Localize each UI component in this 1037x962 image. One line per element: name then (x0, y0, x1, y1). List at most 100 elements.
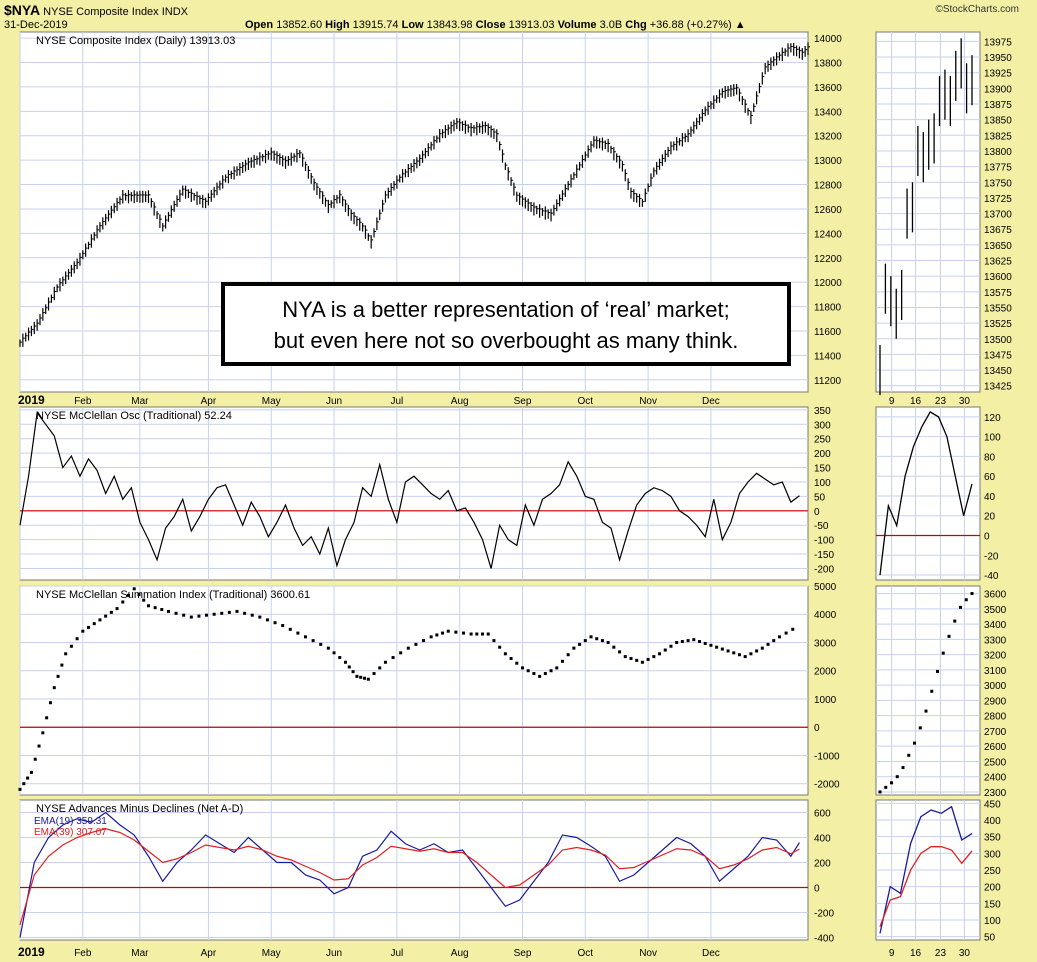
summation-point (304, 635, 308, 639)
panel-title: NYSE McClellan Summation Index (Traditio… (36, 589, 310, 601)
zoom-y-tick-label: 13950 (984, 53, 1012, 64)
summation-point (60, 663, 64, 667)
y-tick-label: 2000 (814, 667, 837, 678)
summation-point (486, 632, 490, 636)
summation-point (726, 649, 730, 653)
summation-point (509, 656, 513, 660)
summation-point (250, 613, 254, 617)
x-tick-label: Sep (514, 396, 532, 407)
summation-point (166, 609, 170, 613)
summation-point (227, 610, 231, 614)
summation-point (777, 635, 781, 639)
zoom-y-tick-label: 13450 (984, 366, 1012, 377)
zoom-panel-0 (875, 31, 981, 393)
summation-point (399, 651, 403, 655)
y-tick-label: 0 (814, 723, 820, 734)
summation-point (703, 641, 707, 645)
summation-point (26, 776, 30, 780)
panel-title: NYSE McClellan Osc (Traditional) 52.24 (36, 410, 232, 422)
stockcharts-logo[interactable]: ©StockCharts.com (935, 4, 1019, 15)
summation-point (174, 611, 178, 615)
summation-point (589, 635, 593, 639)
summation-point (543, 672, 547, 676)
zoom-y-tick-label: 13625 (984, 257, 1012, 268)
open-value: 13852.60 (276, 19, 323, 31)
x-tick-label: Jul (390, 396, 403, 407)
zoom-summation-point (970, 592, 974, 596)
zoom-x-tick-label: 9 (889, 396, 895, 407)
zoom-x-tick-label: 30 (959, 948, 971, 959)
summation-point (338, 656, 342, 660)
summation-point (332, 651, 336, 655)
zoom-summation-point (959, 605, 962, 609)
zoom-x-tick-label: 16 (910, 948, 922, 959)
summation-point (658, 652, 662, 656)
zoom-y-tick-label: 13825 (984, 131, 1012, 142)
zoom-y-tick-label: 13475 (984, 350, 1012, 361)
zoom-y-tick-label: 2600 (984, 742, 1007, 753)
summation-point (37, 744, 41, 748)
y-tick-label: 400 (814, 834, 831, 845)
zoom-x-tick-label: 23 (935, 396, 947, 407)
x-tick-label: Nov (639, 396, 657, 407)
zoom-summation-point (918, 726, 922, 730)
summation-point (205, 613, 209, 617)
summation-point (115, 607, 119, 611)
summation-point (422, 639, 426, 643)
panel-title: NYSE Composite Index (Daily) 13913.03 (36, 35, 235, 47)
close-label: Close (475, 19, 506, 31)
summation-point (351, 670, 355, 674)
zoom-y-tick-label: 13725 (984, 194, 1012, 205)
summation-point (414, 642, 418, 646)
annotation-box: NYA is a better representation of ‘real’… (221, 282, 791, 366)
summation-point (189, 615, 193, 619)
summation-point (698, 640, 702, 644)
summation-point (732, 651, 736, 655)
symbol-header: $NYA NYSE Composite Index INDX (4, 2, 188, 18)
summation-point (429, 635, 433, 639)
x-tick-label: Dec (702, 396, 720, 407)
x-tick-label: Mar (131, 948, 149, 959)
summation-point (498, 645, 502, 649)
summation-point (635, 658, 639, 662)
y-tick-label: -200 (814, 909, 834, 920)
summation-point (675, 640, 679, 644)
chart-date: 31-Dec-2019 (4, 19, 68, 31)
summation-point (391, 656, 395, 660)
zoom-y-tick-label: 2700 (984, 727, 1007, 738)
zoom-y-tick-label: 80 (984, 452, 996, 463)
summation-point (749, 652, 753, 656)
zoom-y-tick-label: 3200 (984, 651, 1007, 662)
zoom-y-tick-label: 40 (984, 492, 996, 503)
y-tick-label: 0 (814, 507, 820, 518)
high-label: High (325, 19, 350, 31)
summation-point (578, 642, 582, 646)
annotation-line-2: but even here not so overbought as many … (273, 328, 739, 353)
zoom-summation-point (941, 651, 945, 655)
y-tick-label: 150 (814, 464, 831, 475)
summation-point (492, 639, 496, 643)
zoom-y-tick-label: 13525 (984, 319, 1012, 330)
zoom-y-tick-label: 13850 (984, 116, 1012, 127)
summation-point (87, 625, 91, 629)
panel-title: NYSE Advances Minus Declines (Net A-D) (36, 803, 243, 815)
zoom-y-tick-label: 120 (984, 413, 1001, 424)
y-tick-label: 13400 (814, 107, 842, 118)
x-tick-label: Dec (702, 948, 720, 959)
summation-point (378, 666, 382, 670)
legend-entry-1: EMA(39) 307.07 (34, 827, 107, 838)
zoom-summation-point (964, 598, 968, 602)
y-tick-label: 300 (814, 420, 831, 431)
summation-point (121, 600, 125, 604)
zoom-summation-point (895, 775, 899, 779)
summation-point (435, 633, 439, 637)
zoom-series-line-1 (879, 846, 973, 927)
zoom-series-line-0 (879, 805, 973, 934)
summation-point (347, 665, 351, 669)
y-tick-label: -2000 (814, 780, 840, 791)
zoom-y-tick-label: 13675 (984, 225, 1012, 236)
zoom-y-tick-label: 3600 (984, 590, 1007, 601)
x-tick-label: May (262, 948, 281, 959)
x-tick-label: Jun (326, 948, 342, 959)
zoom-y-tick-label: 13550 (984, 303, 1012, 314)
